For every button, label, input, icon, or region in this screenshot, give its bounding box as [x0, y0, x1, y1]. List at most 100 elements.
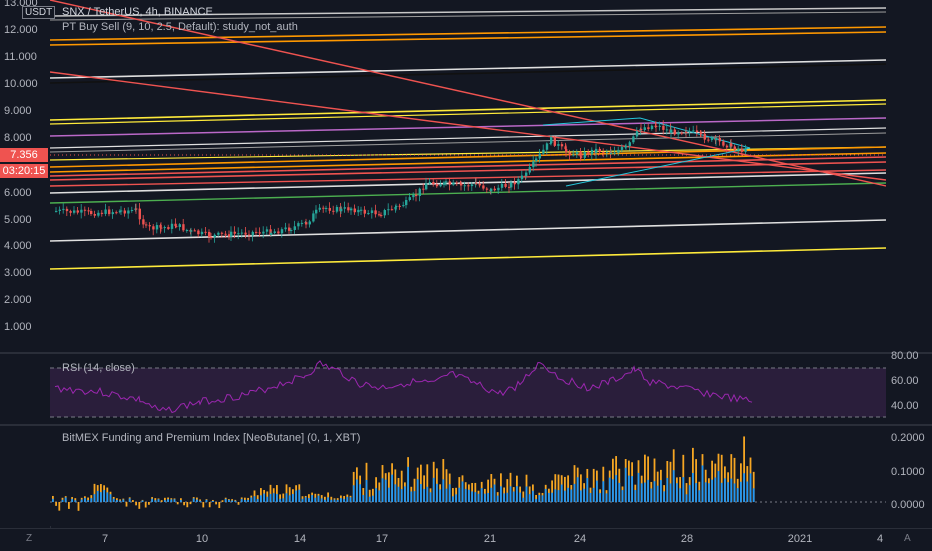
candle — [269, 229, 272, 235]
candle — [647, 127, 650, 130]
premium-bar — [653, 481, 656, 502]
premium-bar — [400, 489, 403, 502]
candle — [69, 211, 72, 213]
candle — [76, 210, 79, 213]
rsi-axis-label: 60.00 — [891, 375, 919, 387]
candle — [680, 132, 684, 134]
premium-bar — [96, 490, 99, 502]
candle — [673, 129, 676, 135]
funding-bar — [208, 502, 211, 508]
timezone-button[interactable]: Z — [26, 533, 33, 544]
premium-bar — [292, 493, 294, 502]
premium-bar — [666, 477, 669, 502]
trend-line — [50, 99, 886, 121]
candle — [97, 212, 100, 216]
premium-bar — [509, 486, 512, 502]
candle — [632, 136, 635, 143]
candle — [210, 237, 213, 239]
premium-bar — [173, 499, 176, 502]
premium-bar — [740, 481, 742, 502]
candle — [111, 212, 114, 215]
premium-bar — [528, 494, 531, 502]
funding-bar — [154, 498, 157, 502]
candle — [127, 210, 130, 214]
candle — [553, 137, 556, 146]
candle — [428, 182, 431, 184]
premium-bar — [205, 499, 208, 502]
candle — [580, 156, 583, 158]
pane-separator[interactable] — [0, 424, 932, 426]
currency-button[interactable]: USDT — [22, 6, 56, 19]
trend-line — [50, 59, 886, 79]
candle — [190, 230, 193, 232]
premium-bar — [250, 497, 253, 502]
premium-bar — [656, 485, 659, 502]
premium-bar — [580, 490, 582, 502]
candle — [504, 183, 507, 187]
premium-bar — [362, 495, 365, 502]
price-axis-label: 6.000 — [4, 187, 32, 199]
funding-bar — [644, 454, 646, 502]
candle — [445, 181, 448, 183]
funding-bar — [564, 476, 566, 502]
premium-bar — [525, 486, 528, 502]
premium-bar — [304, 497, 307, 502]
candle — [524, 175, 527, 177]
candle — [455, 182, 459, 184]
premium-bar — [320, 498, 323, 502]
price-axis-label: 10.000 — [4, 78, 38, 90]
funding-bar — [132, 500, 134, 502]
premium-bar — [640, 483, 643, 502]
funding-pane[interactable] — [50, 426, 886, 526]
premium-bar — [279, 498, 281, 502]
premium-bar — [676, 483, 678, 502]
rsi-pane[interactable] — [50, 354, 886, 424]
premium-bar — [557, 490, 560, 502]
candle — [425, 183, 428, 190]
indicator-axis[interactable] — [887, 0, 932, 528]
funding-bar — [506, 479, 509, 502]
main-chart-pane[interactable] — [50, 0, 886, 352]
price-chart[interactable] — [50, 0, 886, 352]
premium-bar — [84, 498, 86, 502]
funding-axis-label: 0.2000 — [891, 432, 925, 444]
premium-bar — [333, 499, 336, 502]
premium-bar — [288, 495, 291, 502]
candle — [490, 188, 493, 192]
candle — [557, 144, 560, 146]
premium-bar — [423, 488, 425, 502]
premium-bar — [717, 471, 720, 502]
premium-bar — [455, 494, 457, 502]
trend-line — [50, 169, 886, 187]
funding-bar — [138, 502, 141, 509]
premium-bar — [685, 494, 688, 502]
premium-bar — [397, 486, 400, 502]
trend-line — [50, 161, 886, 181]
premium-bar — [512, 491, 515, 502]
auto-scale-button[interactable]: A — [904, 533, 911, 544]
time-label: 14 — [293, 533, 307, 545]
premium-bar — [586, 478, 589, 502]
time-axis[interactable] — [0, 528, 932, 551]
premium-bar — [506, 492, 509, 502]
candle — [640, 128, 643, 131]
premium-bar — [52, 498, 54, 502]
time-label: 4 — [876, 533, 884, 545]
candle — [610, 153, 613, 155]
pane-separator[interactable] — [0, 352, 932, 354]
premium-bar — [311, 495, 313, 502]
funding-bar — [221, 500, 224, 502]
trend-line — [50, 152, 886, 173]
funding-bar — [215, 502, 217, 505]
candle — [565, 149, 568, 153]
candle — [733, 146, 736, 150]
premium-bar — [298, 489, 301, 502]
candle — [353, 208, 356, 213]
price-axis-label: 13.000 — [4, 0, 38, 9]
premium-bar — [573, 483, 576, 502]
candle — [62, 208, 65, 210]
premium-bar — [295, 490, 297, 502]
premium-bar — [340, 498, 342, 502]
funding-bar — [237, 502, 240, 505]
funding-bar — [720, 454, 723, 502]
